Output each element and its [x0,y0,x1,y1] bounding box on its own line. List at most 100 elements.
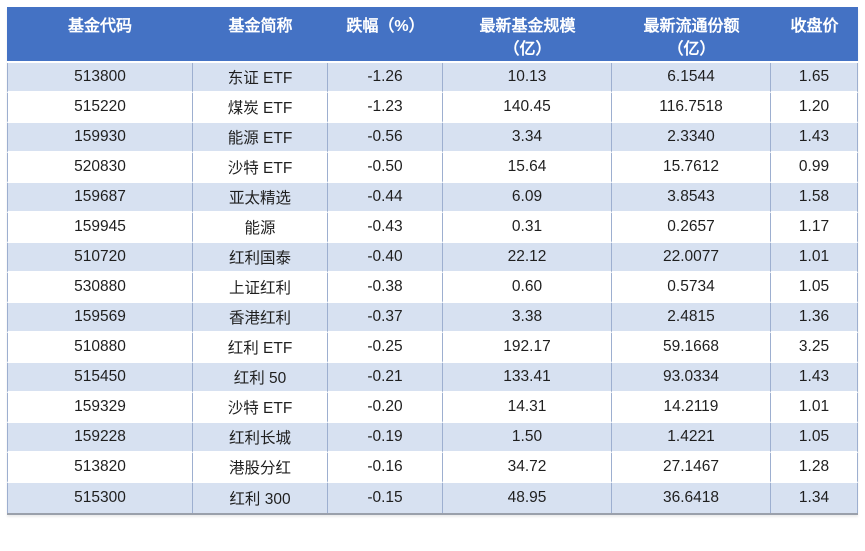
table-cell: 22.12 [443,243,612,274]
table-cell: 1.28 [771,453,858,484]
table-cell: -0.19 [328,423,443,454]
table-cell: 3.25 [771,333,858,364]
table-cell: 515450 [7,363,193,394]
table-row: 513820 港股分红 -0.16 34.72 27.1467 1.28 [7,453,858,484]
table-cell: 510880 [7,333,193,364]
table-cell: 510720 [7,243,193,274]
table-cell: 2.4815 [612,303,771,334]
table-cell: 159329 [7,393,193,424]
table-cell: 1.05 [771,423,858,454]
table-cell: 159945 [7,213,193,244]
table-row: 513800 东证 ETF -1.26 10.13 6.1544 1.65 [7,63,858,94]
table-cell: 520830 [7,153,193,184]
table-cell: 6.09 [443,183,612,214]
table-cell: 3.38 [443,303,612,334]
table-cell: 1.05 [771,273,858,304]
table-cell: 48.95 [443,483,612,514]
table-cell: 1.65 [771,63,858,94]
table-cell: 红利 50 [193,363,328,394]
table-cell: 59.1668 [612,333,771,364]
table-cell: 159930 [7,123,193,154]
table-row: 515300 红利 300 -0.15 48.95 36.6418 1.34 [7,483,858,514]
table-cell: 香港红利 [193,303,328,334]
table-row: 530880 上证红利 -0.38 0.60 0.5734 1.05 [7,273,858,304]
table-cell: 红利 300 [193,483,328,514]
table-cell: -1.23 [328,93,443,124]
table-cell: 1.50 [443,423,612,454]
table-cell: 0.2657 [612,213,771,244]
table-cell: 93.0334 [612,363,771,394]
table-cell: 1.43 [771,363,858,394]
table-cell: 能源 [193,213,328,244]
table-cell: 159569 [7,303,193,334]
table-cell: -0.38 [328,273,443,304]
table-cell: -0.43 [328,213,443,244]
table-cell: 6.1544 [612,63,771,94]
table-cell: 3.8543 [612,183,771,214]
column-header: 最新基金规模 （亿） [443,7,612,64]
table-cell: 15.64 [443,153,612,184]
table-cell: 东证 ETF [193,63,328,94]
table-cell: -0.16 [328,453,443,484]
header-row: 基金代码 基金简称 跌幅（%） 最新基金规模 （亿） 最新流通份额 （亿） 收盘价 [7,7,858,64]
table-row: 515450 红利 50 -0.21 133.41 93.0334 1.43 [7,363,858,394]
table-cell: 红利长城 [193,423,328,454]
table-cell: -0.56 [328,123,443,154]
table-cell: 36.6418 [612,483,771,514]
table-cell: -0.25 [328,333,443,364]
table-cell: 0.60 [443,273,612,304]
table-cell: 1.43 [771,123,858,154]
fund-table: 基金代码 基金简称 跌幅（%） 最新基金规模 （亿） 最新流通份额 （亿） 收盘价 513… [7,7,858,516]
table-cell: 515300 [7,483,193,514]
table-cell: 159687 [7,183,193,214]
table-cell: 513800 [7,63,193,94]
table-cell: 0.99 [771,153,858,184]
column-header: 基金简称 [193,7,328,64]
table-cell: 1.36 [771,303,858,334]
table-cell: 10.13 [443,63,612,94]
table-cell: 1.20 [771,93,858,124]
table-cell: 22.0077 [612,243,771,274]
table-cell: -0.50 [328,153,443,184]
table-cell: 0.31 [443,213,612,244]
table-cell: 159228 [7,423,193,454]
table-cell: 3.34 [443,123,612,154]
table-cell: -0.37 [328,303,443,334]
table-cell: 1.01 [771,243,858,274]
table-cell: 上证红利 [193,273,328,304]
table-cell: 140.45 [443,93,612,124]
table-cell: 1.4221 [612,423,771,454]
table-row: 510720 红利国泰 -0.40 22.12 22.0077 1.01 [7,243,858,274]
table-cell: 192.17 [443,333,612,364]
table-cell: 1.58 [771,183,858,214]
column-header: 最新流通份额 （亿） [612,7,771,64]
table-cell: 14.2119 [612,393,771,424]
fund-table-header: 基金代码 基金简称 跌幅（%） 最新基金规模 （亿） 最新流通份额 （亿） 收盘价 [7,7,858,64]
table-cell: 116.7518 [612,93,771,124]
column-header: 收盘价 [771,7,858,64]
table-row: 159329 沙特 ETF -0.20 14.31 14.2119 1.01 [7,393,858,424]
table-cell: 515220 [7,93,193,124]
table-row: 159687 亚太精选 -0.44 6.09 3.8543 1.58 [7,183,858,214]
table-cell: 2.3340 [612,123,771,154]
table-cell: -0.40 [328,243,443,274]
table-cell: 1.17 [771,213,858,244]
table-cell: -0.15 [328,483,443,514]
table-cell: -1.26 [328,63,443,94]
table-cell: 0.5734 [612,273,771,304]
fund-table-container: 基金代码 基金简称 跌幅（%） 最新基金规模 （亿） 最新流通份额 （亿） 收盘价 513… [7,7,858,516]
table-row: 159930 能源 ETF -0.56 3.34 2.3340 1.43 [7,123,858,154]
table-cell: 港股分红 [193,453,328,484]
table-cell: 红利国泰 [193,243,328,274]
column-header: 基金代码 [7,7,193,64]
table-cell: 煤炭 ETF [193,93,328,124]
table-cell: 亚太精选 [193,183,328,214]
column-header: 跌幅（%） [328,7,443,64]
table-cell: 1.01 [771,393,858,424]
table-cell: -0.20 [328,393,443,424]
table-cell: 133.41 [443,363,612,394]
table-cell: 530880 [7,273,193,304]
table-cell: 能源 ETF [193,123,328,154]
table-cell: -0.44 [328,183,443,214]
table-row: 520830 沙特 ETF -0.50 15.64 15.7612 0.99 [7,153,858,184]
